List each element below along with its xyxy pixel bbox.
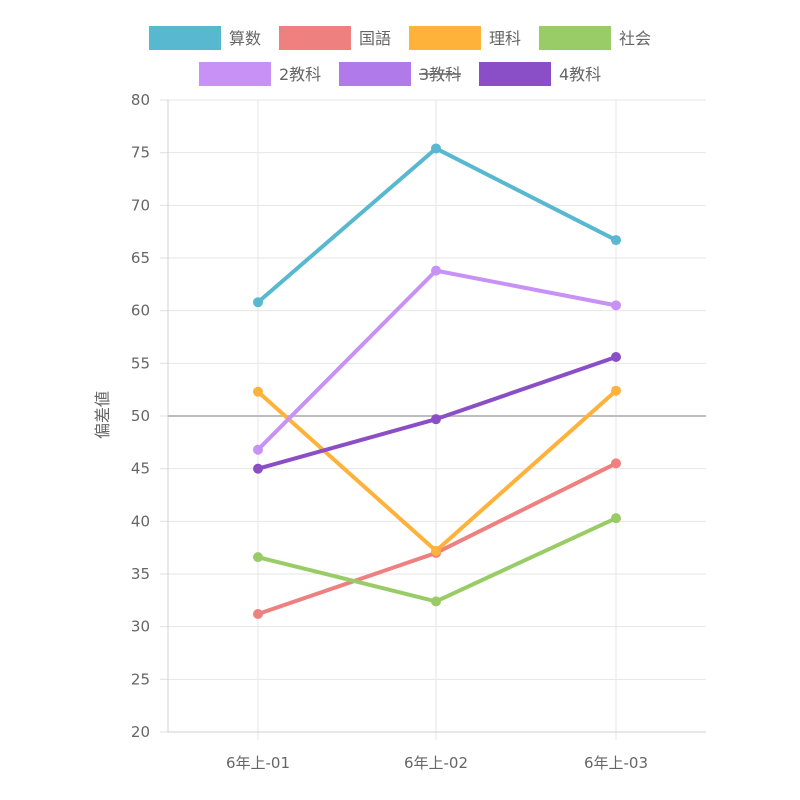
series-line	[257, 516, 617, 604]
data-point[interactable]	[253, 297, 263, 308]
y-tick-label: 45	[131, 460, 150, 478]
series-line	[257, 461, 617, 616]
y-tick-label: 70	[131, 196, 150, 214]
y-tick-label: 55	[131, 354, 150, 372]
data-point[interactable]	[611, 235, 621, 246]
data-point[interactable]	[431, 265, 441, 276]
legend-swatch	[279, 26, 351, 50]
legend-label: 国語	[359, 29, 391, 48]
x-tick-label: 6年上-01	[226, 754, 290, 772]
legend-item-社会[interactable]: 社会	[539, 26, 651, 50]
series-4教科	[253, 352, 621, 474]
data-point[interactable]	[611, 458, 621, 469]
data-point[interactable]	[611, 300, 621, 311]
data-point[interactable]	[431, 414, 441, 425]
data-point[interactable]	[253, 444, 263, 455]
data-point[interactable]	[611, 385, 621, 396]
data-point[interactable]	[253, 386, 263, 397]
series-算数	[253, 143, 621, 308]
series-2教科	[253, 265, 621, 455]
series-国語	[253, 458, 621, 620]
legend-swatch	[539, 26, 611, 50]
y-tick-label: 75	[131, 144, 150, 162]
series-理科	[253, 385, 621, 556]
legend-swatch	[339, 62, 411, 86]
y-tick-label: 80	[131, 91, 150, 109]
y-axis-title: 偏差値	[93, 391, 112, 439]
y-tick-label: 25	[131, 670, 150, 688]
series-社会	[253, 513, 621, 607]
data-point[interactable]	[611, 513, 621, 524]
legend-swatch	[479, 62, 551, 86]
series-line	[257, 355, 617, 471]
legend-item-4教科[interactable]: 4教科	[479, 62, 601, 86]
legend-swatch	[409, 26, 481, 50]
data-point[interactable]	[611, 352, 621, 363]
legend-swatch	[199, 62, 271, 86]
legend-label: 4教科	[559, 65, 601, 84]
data-point[interactable]	[253, 552, 263, 563]
series-layer	[253, 143, 621, 620]
y-tick-label: 50	[131, 407, 150, 425]
y-tick-label: 35	[131, 565, 150, 583]
data-point[interactable]	[253, 463, 263, 474]
data-point[interactable]	[253, 609, 263, 620]
legend-label: 算数	[229, 29, 261, 48]
x-tick-label: 6年上-03	[584, 754, 648, 772]
legend-item-算数[interactable]: 算数	[149, 26, 261, 50]
y-tick-label: 65	[131, 249, 150, 267]
y-tick-label: 20	[131, 723, 150, 741]
legend-item-2教科[interactable]: 2教科	[199, 62, 321, 86]
y-tick-label: 60	[131, 302, 150, 320]
legend-label: 社会	[619, 29, 651, 48]
legend-item-3教科[interactable]: 3教科	[339, 62, 461, 86]
x-tick-label: 6年上-02	[404, 754, 468, 772]
data-point[interactable]	[431, 596, 441, 607]
y-tick-label: 40	[131, 512, 150, 530]
legend-swatch	[149, 26, 221, 50]
series-line	[256, 146, 617, 304]
legend-label: 理科	[489, 29, 521, 48]
axes: 20 25 30 35 40 45 50 55 60 65 70 75 80 6年上-01 6年上-02 6年…	[131, 91, 706, 772]
data-point[interactable]	[431, 143, 441, 154]
legend-item-理科[interactable]: 理科	[409, 26, 521, 50]
y-tick-label: 30	[131, 618, 150, 636]
legend-label: 2教科	[279, 65, 321, 84]
data-point[interactable]	[431, 545, 441, 556]
legend: 算数 国語 理科 社会 2教科 3教科 4教科	[149, 26, 651, 86]
legend-item-国語[interactable]: 国語	[279, 26, 391, 50]
